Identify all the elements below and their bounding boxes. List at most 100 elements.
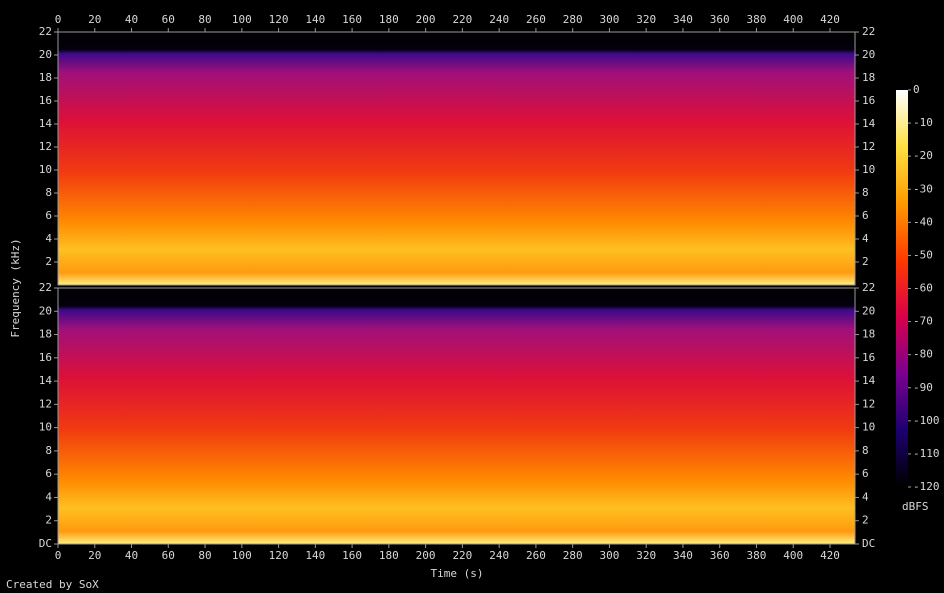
y-tick-label: 20: [862, 48, 875, 61]
x-tick-label: 160: [342, 13, 362, 26]
y-tick-label: 4: [45, 490, 52, 503]
x-tick-label: 20: [88, 549, 101, 562]
y-tick-label: DC: [862, 537, 875, 550]
x-tick-label: 380: [747, 13, 767, 26]
x-tick-label: 260: [526, 13, 546, 26]
y-tick-label: 8: [45, 186, 52, 199]
x-tick-label: 80: [198, 13, 211, 26]
x-tick-label: 0: [55, 549, 62, 562]
y-tick-label: 14: [862, 374, 876, 387]
x-tick-label: 300: [599, 549, 619, 562]
x-tick-label: 100: [232, 13, 252, 26]
y-tick-label: 20: [39, 304, 52, 317]
x-tick-label: 340: [673, 549, 693, 562]
x-tick-label: 120: [269, 13, 289, 26]
y-tick-label: 12: [862, 140, 875, 153]
x-tick-label: 420: [820, 549, 840, 562]
y-tick-label: 22: [862, 25, 875, 38]
colorbar-tick-label: -30: [913, 182, 933, 195]
x-tick-label: 60: [162, 549, 175, 562]
x-tick-label: 180: [379, 13, 399, 26]
x-tick-label: 320: [636, 13, 656, 26]
plot-frame: [57, 287, 856, 545]
colorbar-tick-label: -10: [913, 116, 933, 129]
y-tick-label: 18: [862, 71, 875, 84]
y-tick-label: 12: [39, 140, 52, 153]
colorbar-tick-label: -110: [913, 447, 940, 460]
y-tick-label: 20: [862, 304, 875, 317]
y-tick-label: 22: [39, 281, 52, 294]
y-tick-label: 22: [862, 281, 875, 294]
y-tick-label: 10: [862, 421, 875, 434]
x-tick-label: 340: [673, 13, 693, 26]
y-tick-label: 6: [45, 209, 52, 222]
x-tick-label: 60: [162, 13, 175, 26]
x-tick-label: 80: [198, 549, 211, 562]
y-axis-label: Frequency (kHz): [9, 238, 22, 337]
colorbar-tick-label: -100: [913, 414, 940, 427]
y-tick-label: 18: [39, 71, 52, 84]
y-tick-label: 6: [862, 209, 869, 222]
y-tick-label: 10: [39, 421, 52, 434]
credit: Created by SoX: [6, 578, 99, 591]
y-tick-label: 18: [39, 328, 52, 341]
y-tick-label: 4: [862, 232, 869, 245]
x-tick-label: 220: [452, 549, 472, 562]
y-tick-label: 8: [862, 186, 869, 199]
x-axis-label: Time (s): [431, 567, 484, 580]
y-tick-label: 14: [862, 117, 876, 130]
y-tick-label: 12: [862, 397, 875, 410]
y-tick-label: 10: [39, 163, 52, 176]
plot-frame: [57, 31, 856, 286]
x-tick-label: 20: [88, 13, 101, 26]
y-tick-label: 2: [862, 514, 869, 527]
colorbar-label: dBFS: [902, 500, 929, 513]
x-tick-label: 320: [636, 549, 656, 562]
y-tick-label: 16: [862, 351, 875, 364]
x-tick-label: 240: [489, 13, 509, 26]
x-tick-label: 200: [416, 549, 436, 562]
x-tick-label: 0: [55, 13, 62, 26]
x-tick-label: 140: [305, 13, 325, 26]
x-tick-label: 100: [232, 549, 252, 562]
colorbar-tick-label: 0: [913, 83, 920, 96]
y-tick-label: 6: [45, 467, 52, 480]
x-tick-label: 300: [599, 13, 619, 26]
y-tick-label: 18: [862, 328, 875, 341]
x-tick-label: 380: [747, 549, 767, 562]
colorbar-tick-label: -80: [913, 348, 933, 361]
colorbar-tick-label: -60: [913, 282, 933, 295]
x-tick-label: 40: [125, 549, 138, 562]
colorbar-tick-label: -90: [913, 381, 933, 394]
y-tick-label: 16: [39, 351, 52, 364]
colorbar-tick-label: -70: [913, 315, 933, 328]
x-tick-label: 400: [783, 13, 803, 26]
x-tick-label: 220: [452, 13, 472, 26]
colorbar-tick-label: -20: [913, 149, 933, 162]
x-tick-label: 140: [305, 549, 325, 562]
y-tick-label: 2: [862, 255, 869, 268]
x-tick-label: 360: [710, 549, 730, 562]
x-tick-label: 280: [563, 13, 583, 26]
x-tick-label: 400: [783, 549, 803, 562]
x-tick-label: 120: [269, 549, 289, 562]
x-tick-label: 240: [489, 549, 509, 562]
y-tick-label: 16: [39, 94, 52, 107]
x-tick-label: 200: [416, 13, 436, 26]
y-tick-label: 12: [39, 397, 52, 410]
y-tick-label: DC: [39, 537, 52, 550]
y-tick-label: 4: [45, 232, 52, 245]
x-tick-label: 420: [820, 13, 840, 26]
colorbar: [896, 90, 908, 487]
x-tick-label: 180: [379, 549, 399, 562]
y-tick-label: 2: [45, 514, 52, 527]
y-tick-label: 20: [39, 48, 52, 61]
colorbar-tick-label: -40: [913, 215, 933, 228]
spectrogram-image: [58, 32, 855, 285]
y-tick-label: 8: [45, 444, 52, 457]
y-tick-label: 10: [862, 163, 875, 176]
y-tick-label: 14: [39, 117, 53, 130]
y-tick-label: 6: [862, 467, 869, 480]
